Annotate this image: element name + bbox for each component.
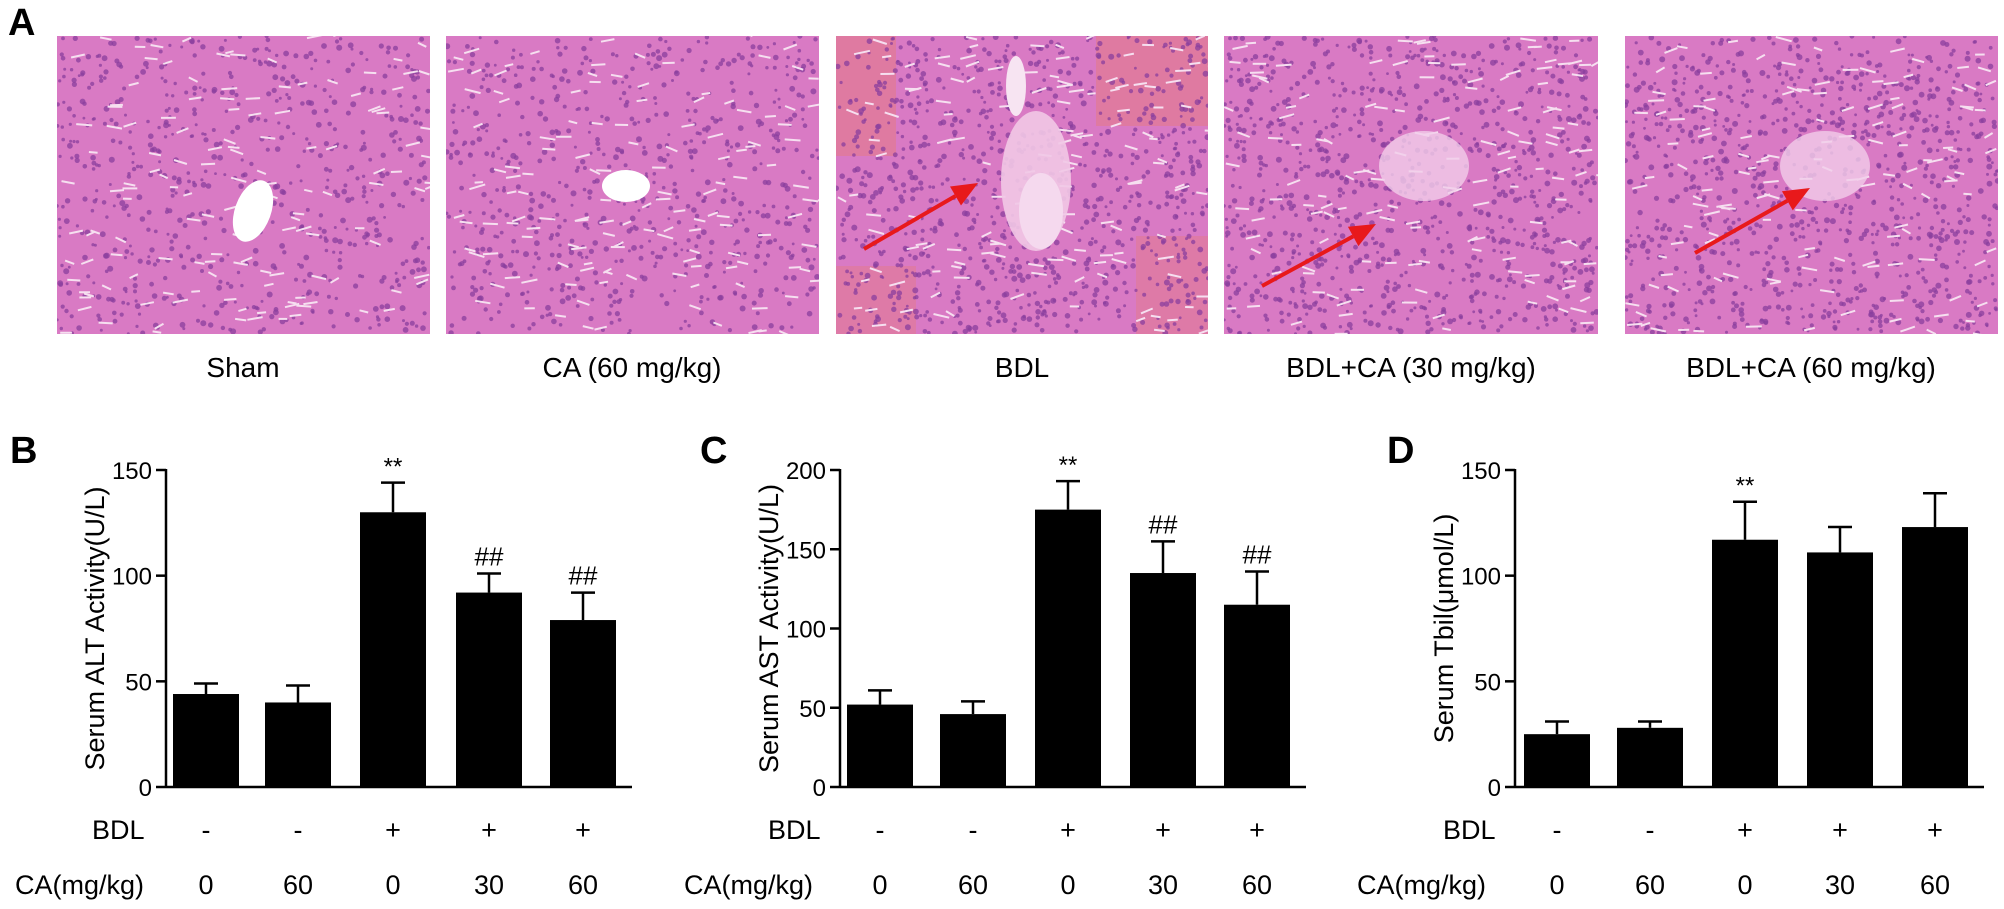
micrograph-caption-2: CA (60 mg/kg) <box>542 352 722 383</box>
bar-4 <box>1130 573 1196 787</box>
bar-3 <box>360 512 426 787</box>
ca-dose-5: 60 <box>1241 870 1273 900</box>
significance-label-3: ** <box>1059 452 1078 479</box>
bdl-sign-5: + <box>1249 815 1265 845</box>
y-tick-label: 150 <box>1461 458 1501 485</box>
significance-label-4: ## <box>1149 509 1178 539</box>
micrograph-caption-3: BDL <box>994 352 1050 383</box>
y-tick-label: 200 <box>786 458 826 485</box>
bar-1 <box>847 704 913 787</box>
ca-dose-2: 60 <box>957 870 989 900</box>
ca-dose-4: 30 <box>1824 870 1856 900</box>
y-tick-label: 100 <box>1461 564 1501 591</box>
bdl-row-label: BDL <box>92 815 145 845</box>
ca-dose-3: 0 <box>1060 870 1076 900</box>
ca-dose-4: 30 <box>473 870 505 900</box>
bar-4 <box>1807 552 1873 787</box>
ca-dose-5: 60 <box>567 870 599 900</box>
micrograph-3 <box>836 36 1208 334</box>
y-axis-label: Serum ALT Activity(U/L) <box>80 486 110 770</box>
bdl-sign-4: + <box>1832 815 1848 845</box>
y-tick-label: 50 <box>799 696 826 723</box>
micrograph-caption-5: BDL+CA (60 mg/kg) <box>1686 352 1936 383</box>
ca-dose-3: 0 <box>385 870 401 900</box>
ca-dose-4: 30 <box>1147 870 1179 900</box>
bar-5 <box>550 620 616 787</box>
bdl-sign-1: - <box>1552 815 1562 845</box>
y-axis-label: Serum AST Activity(U/L) <box>754 484 784 773</box>
bar-1 <box>1524 734 1590 787</box>
micrograph-caption-4: BDL+CA (30 mg/kg) <box>1286 352 1536 383</box>
bdl-sign-3: + <box>385 815 401 845</box>
significance-label-3: ** <box>384 454 403 481</box>
micrograph-caption-1: Sham <box>206 352 280 383</box>
y-tick-label: 100 <box>112 564 152 591</box>
bar-5 <box>1224 604 1290 787</box>
bdl-sign-2: - <box>968 815 978 845</box>
bdl-sign-1: - <box>201 815 211 845</box>
bar-2 <box>265 702 331 787</box>
bdl-sign-5: + <box>1927 815 1943 845</box>
y-tick-label: 0 <box>813 775 826 802</box>
bar-4 <box>456 592 522 787</box>
ca-dose-2: 60 <box>282 870 314 900</box>
bar-2 <box>940 714 1006 787</box>
bar-3 <box>1035 509 1101 787</box>
panel-b-letter: B <box>10 430 38 472</box>
bdl-row-label: BDL <box>1443 815 1496 845</box>
bdl-sign-3: + <box>1737 815 1753 845</box>
micrograph-2 <box>446 36 819 334</box>
y-tick-label: 0 <box>139 775 152 802</box>
significance-label-4: ## <box>475 542 504 572</box>
y-tick-label: 100 <box>786 617 826 644</box>
bdl-sign-2: - <box>1645 815 1655 845</box>
micrograph-5 <box>1625 36 1998 334</box>
y-axis-label: Serum Tbil(μmol/L) <box>1429 514 1459 744</box>
bdl-sign-4: + <box>481 815 497 845</box>
bar-2 <box>1617 727 1683 787</box>
ca-row-label: CA(mg/kg) <box>15 870 145 900</box>
ca-row-label: CA(mg/kg) <box>1357 870 1487 900</box>
y-tick-label: 0 <box>1488 775 1501 802</box>
panel-c-letter: C <box>700 430 728 472</box>
bdl-sign-3: + <box>1060 815 1076 845</box>
y-tick-label: 50 <box>1474 669 1501 696</box>
bar-5 <box>1902 527 1968 787</box>
ca-dose-1: 0 <box>872 870 888 900</box>
y-tick-label: 150 <box>786 537 826 564</box>
ca-row-label: CA(mg/kg) <box>684 870 814 900</box>
bar-3 <box>1712 539 1778 787</box>
bdl-sign-2: - <box>293 815 303 845</box>
bar-1 <box>173 694 239 787</box>
ca-dose-3: 0 <box>1737 870 1753 900</box>
significance-label-5: ## <box>1243 539 1272 569</box>
ca-dose-5: 60 <box>1919 870 1951 900</box>
bdl-sign-5: + <box>575 815 591 845</box>
y-tick-label: 150 <box>112 458 152 485</box>
bdl-sign-1: - <box>875 815 885 845</box>
significance-label-5: ## <box>569 561 598 591</box>
ca-dose-1: 0 <box>198 870 214 900</box>
panel-d-letter: D <box>1387 430 1415 472</box>
ca-dose-1: 0 <box>1549 870 1565 900</box>
ca-dose-2: 60 <box>1634 870 1666 900</box>
micrograph-1 <box>57 36 430 334</box>
significance-label-3: ** <box>1736 473 1755 500</box>
y-tick-label: 50 <box>125 669 152 696</box>
bdl-row-label: BDL <box>768 815 821 845</box>
bdl-sign-4: + <box>1155 815 1171 845</box>
panel-a-letter: A <box>8 2 36 44</box>
